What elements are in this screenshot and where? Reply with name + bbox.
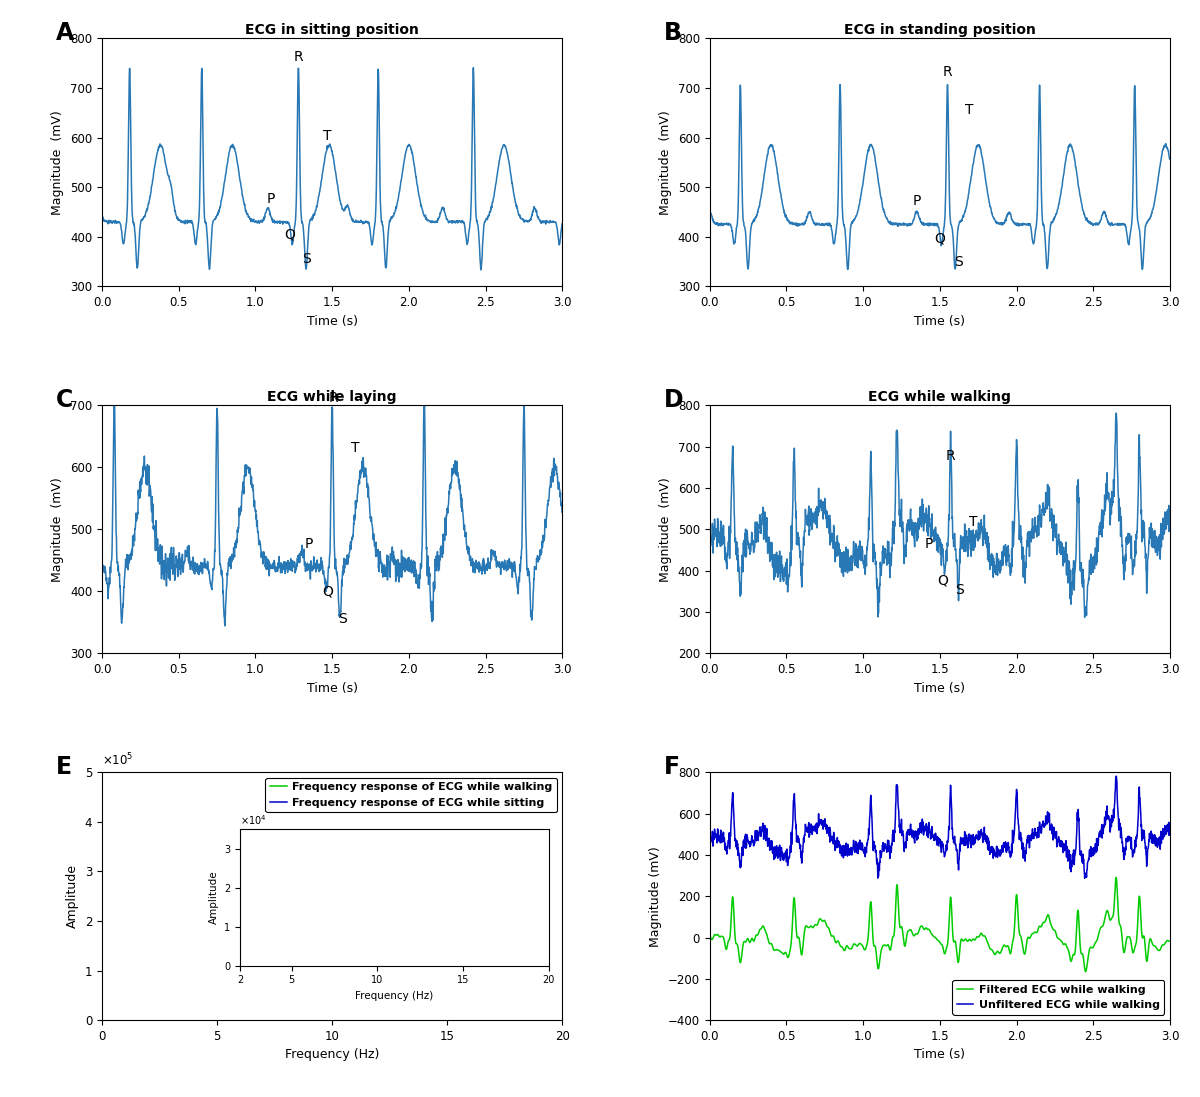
Frequency response of ECG while sitting [95,785,109,799]
Unfiltered ECG while walking [757,822,772,835]
Y-axis label: Amplitude: Amplitude [66,864,79,928]
Legend: Frequency response of ECG while walking, Frequency response of ECG while sitting: Frequency response of ECG while walking,… [265,778,557,812]
Text: P: P [913,194,920,208]
X-axis label: Time (s): Time (s) [914,1049,965,1062]
Text: R: R [294,50,304,65]
Text: T: T [323,128,332,143]
Text: Q: Q [322,585,334,599]
Text: R: R [329,392,338,405]
Text: S: S [301,252,311,267]
Filtered ECG while walking [907,929,922,942]
X-axis label: Time (s): Time (s) [914,315,965,328]
Filtered ECG while walking [1079,965,1093,979]
Title: ECG while laying: ECG while laying [268,391,397,404]
Unfiltered ECG while walking [702,827,716,840]
Text: P: P [305,538,313,551]
X-axis label: Time (s): Time (s) [914,681,965,694]
X-axis label: Time (s): Time (s) [307,681,358,694]
Filtered ECG while walking [757,920,772,934]
Text: Q: Q [283,228,295,241]
Text: R: R [943,65,953,79]
Title: ECG in sitting position: ECG in sitting position [245,23,419,37]
Text: A: A [56,21,74,45]
Text: S: S [954,256,962,270]
Line: Frequency response of ECG while sitting: Frequency response of ECG while sitting [102,0,1200,792]
Line: Unfiltered ECG while walking: Unfiltered ECG while walking [709,776,1170,879]
Text: S: S [338,612,347,626]
Unfiltered ECG while walking [738,841,752,855]
Y-axis label: Magnitude  (mV): Magnitude (mV) [52,110,65,215]
Text: T: T [350,441,360,455]
Filtered ECG while walking [916,920,930,934]
Text: P: P [925,536,934,551]
Filtered ECG while walking [1109,871,1123,884]
Y-axis label: Magnitude  (mV): Magnitude (mV) [659,110,672,215]
Y-axis label: Magnitude  (mV): Magnitude (mV) [52,477,65,581]
Y-axis label: Magnitude (mV): Magnitude (mV) [649,846,662,947]
Text: T: T [970,516,978,530]
Line: Frequency response of ECG while walking: Frequency response of ECG while walking [102,0,1200,1009]
X-axis label: Frequency (Hz): Frequency (Hz) [284,1049,379,1062]
X-axis label: Time (s): Time (s) [307,315,358,328]
Unfiltered ECG while walking [916,822,930,835]
Filtered ECG while walking [965,935,979,948]
Text: Q: Q [935,231,946,246]
Unfiltered ECG while walking [965,829,979,842]
Text: $\times 10^5$: $\times 10^5$ [102,751,133,768]
Text: B: B [664,21,682,45]
Unfiltered ECG while walking [1078,872,1092,885]
Text: F: F [664,755,679,779]
Text: C: C [56,388,73,412]
Title: ECG while walking: ECG while walking [869,391,1012,404]
Legend: Filtered ECG while walking, Unfiltered ECG while walking: Filtered ECG while walking, Unfiltered E… [953,981,1164,1015]
Unfiltered ECG while walking [907,834,922,847]
Line: Filtered ECG while walking: Filtered ECG while walking [709,878,1170,972]
Y-axis label: Magnitude  (mV): Magnitude (mV) [659,477,672,581]
Filtered ECG while walking [1163,935,1177,948]
Text: P: P [266,192,275,206]
Unfiltered ECG while walking [1109,769,1123,782]
Text: T: T [965,103,973,116]
Unfiltered ECG while walking [898,840,912,853]
Unfiltered ECG while walking [1163,821,1177,834]
Filtered ECG while walking [702,927,716,940]
Filtered ECG while walking [738,936,752,949]
Frequency response of ECG while walking [95,1003,109,1016]
Text: E: E [56,755,72,779]
Title: ECG in standing position: ECG in standing position [844,23,1036,37]
Filtered ECG while walking [898,940,912,953]
Text: Q: Q [937,574,948,588]
Text: R: R [946,449,955,463]
Text: S: S [955,584,964,597]
Text: D: D [664,388,683,412]
